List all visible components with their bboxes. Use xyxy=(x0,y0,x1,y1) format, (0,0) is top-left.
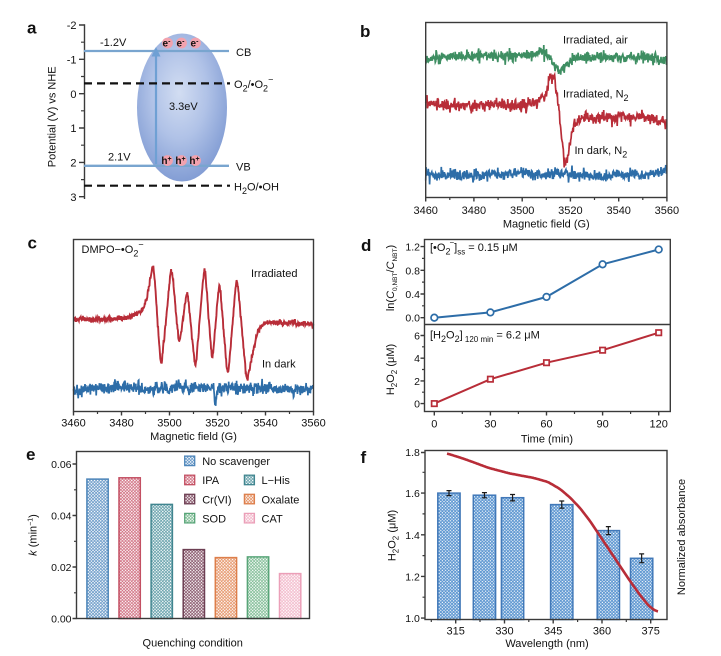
svg-text:2: 2 xyxy=(70,158,76,170)
svg-text:3.3eV: 3.3eV xyxy=(169,101,198,113)
svg-text:Time (min): Time (min) xyxy=(521,434,573,446)
svg-text:4: 4 xyxy=(414,353,420,365)
svg-text:[H2O2] 120 min = 6.2 μM: [H2O2] 120 min = 6.2 μM xyxy=(430,330,540,345)
svg-text:3480: 3480 xyxy=(462,205,486,217)
svg-text:Normalized absorbance: Normalized absorbance xyxy=(676,479,688,595)
svg-text:-1: -1 xyxy=(67,55,77,67)
svg-text:360: 360 xyxy=(593,626,611,638)
svg-text:h+: h+ xyxy=(189,156,199,167)
svg-text:3460: 3460 xyxy=(61,418,85,430)
svg-text:DMPO−•O2−: DMPO−•O2− xyxy=(82,240,144,259)
svg-text:1.8: 1.8 xyxy=(405,447,420,459)
svg-text:1.2: 1.2 xyxy=(405,571,420,583)
svg-text:0.04: 0.04 xyxy=(51,510,72,522)
svg-text:Magnetic field (G): Magnetic field (G) xyxy=(503,219,590,231)
svg-text:330: 330 xyxy=(495,626,513,638)
svg-text:0: 0 xyxy=(431,419,437,431)
svg-text:L−His: L−His xyxy=(262,475,291,487)
svg-text:In dark, N2: In dark, N2 xyxy=(575,145,628,160)
svg-text:3460: 3460 xyxy=(413,205,437,217)
svg-text:In dark: In dark xyxy=(262,359,296,371)
svg-text:0.4: 0.4 xyxy=(405,289,420,301)
svg-text:Irradiated, air: Irradiated, air xyxy=(563,34,628,46)
svg-text:1.4: 1.4 xyxy=(405,530,420,542)
svg-text:2: 2 xyxy=(414,376,420,388)
svg-text:d: d xyxy=(361,236,371,255)
svg-text:375: 375 xyxy=(642,626,660,638)
svg-text:Cr(VI): Cr(VI) xyxy=(202,494,231,506)
svg-text:b: b xyxy=(360,22,370,41)
svg-text:e-: e- xyxy=(177,39,186,50)
svg-text:3560: 3560 xyxy=(655,205,679,217)
svg-text:3500: 3500 xyxy=(510,205,534,217)
svg-text:f: f xyxy=(361,448,367,467)
svg-text:VB: VB xyxy=(236,162,251,174)
svg-text:0.0: 0.0 xyxy=(405,313,420,325)
svg-text:90: 90 xyxy=(596,419,608,431)
svg-text:IPA: IPA xyxy=(202,475,220,487)
svg-text:3520: 3520 xyxy=(205,418,229,430)
svg-text:3540: 3540 xyxy=(606,205,630,217)
svg-text:e-: e- xyxy=(163,39,172,50)
svg-text:30: 30 xyxy=(484,419,496,431)
svg-text:1.0: 1.0 xyxy=(405,613,420,625)
svg-text:c: c xyxy=(28,233,37,252)
svg-text:315: 315 xyxy=(447,626,465,638)
svg-text:Irradiated, N2: Irradiated, N2 xyxy=(563,89,629,104)
svg-text:1.2: 1.2 xyxy=(405,242,420,254)
svg-text:Quenching condition: Quenching condition xyxy=(143,638,243,650)
svg-text:3520: 3520 xyxy=(558,205,582,217)
svg-text:CB: CB xyxy=(236,47,251,59)
svg-text:3480: 3480 xyxy=(109,418,133,430)
svg-text:-1.2V: -1.2V xyxy=(100,37,127,49)
svg-text:3540: 3540 xyxy=(253,418,277,430)
svg-text:-2: -2 xyxy=(67,20,77,32)
svg-text:345: 345 xyxy=(544,626,562,638)
svg-text:Potential (V) vs NHE: Potential (V) vs NHE xyxy=(46,66,58,167)
svg-text:h+: h+ xyxy=(175,156,185,167)
svg-text:e: e xyxy=(26,445,35,464)
svg-text:0.02: 0.02 xyxy=(51,562,72,574)
svg-text:SOD: SOD xyxy=(202,513,226,525)
svg-text:e-: e- xyxy=(191,39,200,50)
svg-text:a: a xyxy=(27,18,37,37)
svg-text:1: 1 xyxy=(70,123,76,135)
svg-text:Irradiated: Irradiated xyxy=(251,268,297,280)
svg-text:Oxalate: Oxalate xyxy=(262,494,300,506)
svg-text:3500: 3500 xyxy=(157,418,181,430)
svg-text:0.00: 0.00 xyxy=(51,613,72,625)
svg-text:120: 120 xyxy=(650,419,668,431)
svg-text:60: 60 xyxy=(540,419,552,431)
svg-text:Wavelength (nm): Wavelength (nm) xyxy=(505,638,588,650)
svg-text:6: 6 xyxy=(414,331,420,343)
svg-text:0.8: 0.8 xyxy=(405,265,420,277)
svg-text:H2O/•OH: H2O/•OH xyxy=(234,182,279,197)
svg-text:3560: 3560 xyxy=(301,418,325,430)
svg-text:Magnetic field (G): Magnetic field (G) xyxy=(150,431,237,443)
svg-text:H2O2 (μM): H2O2 (μM) xyxy=(387,510,401,561)
svg-text:H2O2 (μM): H2O2 (μM) xyxy=(385,344,399,395)
svg-text:1.6: 1.6 xyxy=(405,488,420,500)
svg-text:2.1V: 2.1V xyxy=(108,152,131,164)
svg-text:0.06: 0.06 xyxy=(51,459,72,471)
svg-text:CAT: CAT xyxy=(262,513,283,525)
svg-text:h+: h+ xyxy=(161,156,171,167)
svg-text:3: 3 xyxy=(70,192,76,204)
svg-text:No scavenger: No scavenger xyxy=(202,456,270,468)
svg-text:0: 0 xyxy=(70,89,76,101)
svg-text:0: 0 xyxy=(414,399,420,411)
